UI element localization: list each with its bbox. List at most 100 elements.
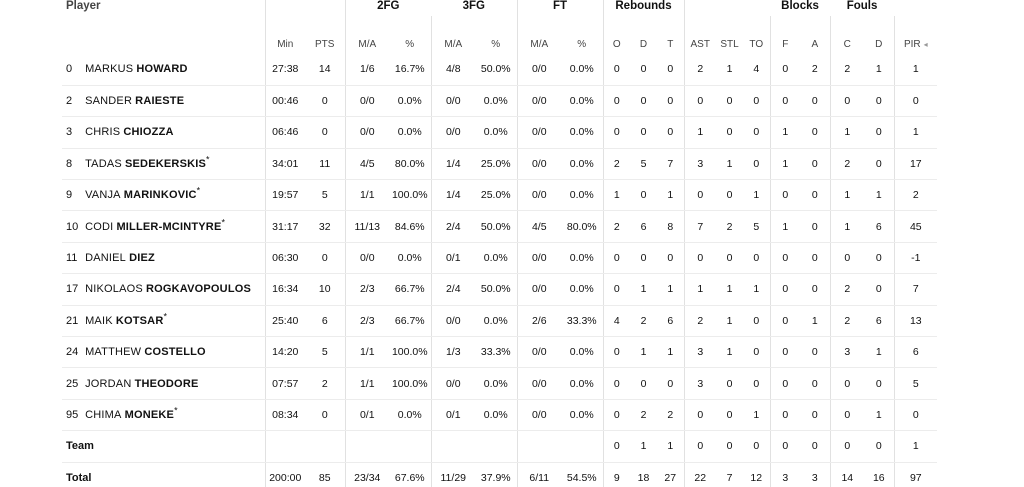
player-name-link[interactable]: 2 SANDER RAIESTE <box>62 85 265 118</box>
cell-3fg-pct: 0.0% <box>475 305 517 338</box>
cell-foul-d: 0 <box>864 242 895 275</box>
cell-ft-ma: 2/6 <box>516 305 561 338</box>
header-foul-c[interactable]: C <box>829 16 865 54</box>
header-ast[interactable]: AST <box>683 16 716 54</box>
header-to[interactable]: TO <box>749 39 764 50</box>
header-2fg-pct[interactable]: % <box>405 39 415 50</box>
cell-pts: 14 <box>305 54 345 86</box>
cell-pir: 1 <box>893 54 938 86</box>
header-reb-o[interactable]: O <box>602 16 630 54</box>
header-3fg-pct[interactable]: % <box>491 39 501 50</box>
cell-to: 0 <box>743 367 771 400</box>
player-name-link[interactable]: 8 TADAS SEDEKERSKIS* <box>62 148 265 181</box>
cell-min: 27:38 <box>264 54 305 86</box>
cell-foul-c: 2 <box>829 273 865 306</box>
player-name-link[interactable]: 21 MAIK KOTSAR* <box>62 305 265 338</box>
player-number: 24 <box>66 346 79 359</box>
cell-reb-t: 0 <box>657 367 684 400</box>
header-min[interactable]: Min <box>264 16 305 54</box>
player-last-name: MILLER-MCINTYRE <box>116 220 222 233</box>
player-name-link[interactable]: 3 CHRIS CHIOZZA <box>62 116 265 149</box>
cell-ft-pct: 80.0% <box>561 210 603 243</box>
player-name-link[interactable]: 10 CODI MILLER-MCINTYRE* <box>62 210 265 243</box>
cell-to: 0 <box>743 85 771 118</box>
header-player[interactable]: Player <box>66 0 101 12</box>
total-row: Total 200:00 85 23/34 67.6% 11/29 37.9% 6/11 54.… <box>62 462 938 487</box>
cell-pir: 1 <box>893 430 938 463</box>
cell-reb-d: 18 <box>637 472 650 485</box>
cell-reb-t: 6 <box>657 305 684 338</box>
header-blk-a[interactable]: A <box>811 39 819 50</box>
cell-3fg-pct: 25.0% <box>475 179 517 212</box>
header-reb-t[interactable]: T <box>667 39 674 50</box>
cell-2fg-pct: 80.0% <box>389 148 431 181</box>
header-3fg-ma[interactable]: M/A <box>430 16 475 54</box>
header-blk-f[interactable]: F <box>769 16 801 54</box>
cell-blk-a: 0 <box>800 210 831 243</box>
cell-reb-o: 0 <box>602 85 630 118</box>
cell-foul-c: 1 <box>829 210 865 243</box>
cell-pir: 0 <box>893 85 938 118</box>
cell-blk-f: 0 <box>769 305 801 338</box>
header-pts[interactable]: PTS <box>315 39 335 50</box>
cell-min: 25:40 <box>264 305 305 338</box>
starter-marker: * <box>221 216 225 227</box>
scroll-more-icon[interactable]: ◂ <box>923 40 928 49</box>
player-name-link[interactable]: 24 MATTHEW COSTELLO <box>62 336 265 369</box>
cell-blk-f: 0 <box>769 54 801 86</box>
cell-blk-f: 0 <box>769 399 801 432</box>
cell-blk-a: 2 <box>800 54 831 86</box>
table-row: 9 VANJA MARINKOVIC* 19:57 5 1/1 100.0% 1/4 25.… <box>62 179 938 212</box>
player-name-link[interactable]: 25 JORDAN THEODORE <box>62 367 265 400</box>
player-name-link[interactable]: 95 CHIMA MONEKE* <box>62 399 265 432</box>
player-first-name: CHRIS <box>85 126 121 139</box>
cell-3fg-pct: 0.0% <box>475 367 517 400</box>
cell-ft-pct: 0.0% <box>561 273 603 306</box>
player-first-name: JORDAN <box>85 377 132 390</box>
header-group-fouls: Fouls <box>846 0 878 12</box>
cell-3fg-ma: 0/1 <box>430 399 475 432</box>
cell-foul-c: 2 <box>829 305 865 338</box>
cell-2fg-ma: 0/0 <box>344 242 389 275</box>
cell-foul-d: 0 <box>864 85 895 118</box>
cell-blk-f: 0 <box>769 336 801 369</box>
header-group-blocks: Blocks <box>781 0 819 12</box>
cell-2fg-pct: 100.0% <box>389 336 431 369</box>
player-last-name: DIEZ <box>129 252 155 265</box>
cell-3fg-ma: 2/4 <box>430 210 475 243</box>
cell-blk-f: 1 <box>769 116 801 149</box>
cell-reb-t: 0 <box>657 242 684 275</box>
cell-pts: 10 <box>305 273 345 306</box>
header-pir[interactable]: PIR ◂ <box>893 16 938 54</box>
cell-ft-ma: 6/11 <box>516 462 561 487</box>
cell-foul-d: 6 <box>864 305 895 338</box>
player-last-name: HOWARD <box>136 63 188 76</box>
cell-to: 1 <box>743 273 771 306</box>
header-ft-ma[interactable]: M/A <box>516 16 561 54</box>
cell-to: 12 <box>750 472 763 485</box>
player-name-link[interactable]: 0 MARKUS HOWARD <box>62 54 265 86</box>
player-name-link[interactable]: 9 VANJA MARINKOVIC* <box>62 179 265 212</box>
cell-min: 19:57 <box>264 179 305 212</box>
header-group-3fg: 3FG <box>462 0 485 12</box>
cell-pts: 0 <box>305 85 345 118</box>
header-stl[interactable]: STL <box>720 39 739 50</box>
cell-3fg-pct: 0.0% <box>475 85 517 118</box>
cell-reb-t: 1 <box>657 273 684 306</box>
cell-ast: 0 <box>683 242 716 275</box>
header-ft-pct[interactable]: % <box>577 39 587 50</box>
header-reb-d[interactable]: D <box>639 39 648 50</box>
player-first-name: MATTHEW <box>85 346 142 359</box>
header-2fg-ma[interactable]: M/A <box>344 16 389 54</box>
cell-ft-pct: 33.3% <box>561 305 603 338</box>
cell-3fg-ma: 1/4 <box>430 179 475 212</box>
cell-foul-d: 0 <box>864 367 895 400</box>
player-number: 25 <box>66 377 79 390</box>
cell-blk-a: 0 <box>800 148 831 181</box>
cell-ft-ma: 4/5 <box>516 210 561 243</box>
player-name-link[interactable]: 11 DANIEL DIEZ <box>62 242 265 275</box>
player-last-name: MARINKOVIC <box>123 189 197 202</box>
player-name-link[interactable]: 17 NIKOLAOS ROGKAVOPOULOS <box>62 273 265 306</box>
header-foul-d[interactable]: D <box>875 39 883 50</box>
cell-pts: 2 <box>305 367 345 400</box>
